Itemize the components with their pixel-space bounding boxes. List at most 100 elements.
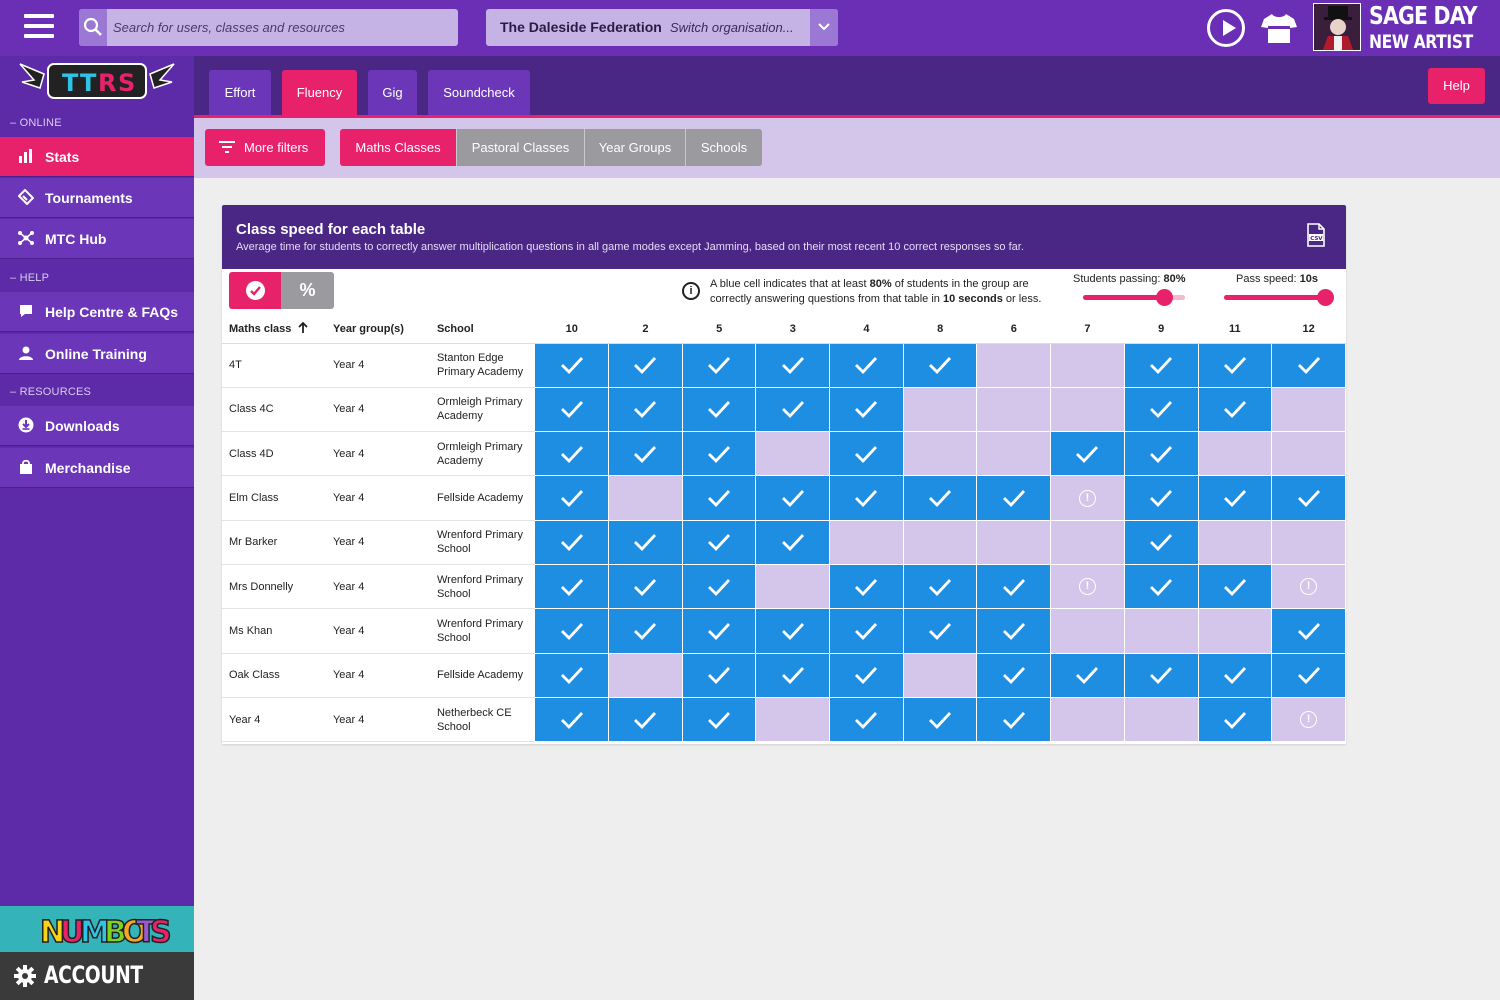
tick-view-button[interactable] <box>229 272 281 309</box>
table-cell-pass[interactable] <box>1123 519 1199 565</box>
table-cell-pass[interactable] <box>608 342 683 388</box>
table-cell-pass[interactable] <box>829 431 904 477</box>
table-cell-pass[interactable] <box>1197 652 1273 698</box>
filter-year-groups[interactable]: Year Groups <box>585 129 686 166</box>
table-cell-pass[interactable] <box>681 386 757 433</box>
sidebar-item-merchandise[interactable]: Merchandise <box>0 448 194 488</box>
table-cell-pass[interactable] <box>681 652 757 698</box>
table-cell-pass[interactable] <box>1123 386 1199 433</box>
table-row[interactable]: Elm Class Year 4 Fellside Academy! <box>222 475 1346 521</box>
table-cell-pass[interactable] <box>1050 431 1125 477</box>
table-cell-pass[interactable] <box>1197 475 1273 521</box>
table-cell-fail[interactable] <box>1197 431 1273 477</box>
table-cell-pass[interactable] <box>1271 342 1346 388</box>
table-cell-pass[interactable] <box>976 475 1052 521</box>
table-cell-pass[interactable] <box>534 696 610 743</box>
numbots-logo[interactable]: N U M B O T S <box>0 906 194 952</box>
table-cell-pass[interactable] <box>534 608 610 654</box>
table-cell-pass[interactable] <box>755 386 831 433</box>
table-cell-pass[interactable] <box>534 342 610 388</box>
table-cell-pass[interactable] <box>534 475 610 521</box>
table-cell-pass[interactable] <box>976 696 1052 743</box>
table-cell-pass[interactable] <box>829 652 904 698</box>
tshirt-icon[interactable] <box>1260 12 1298 44</box>
table-cell-warning[interactable]: ! <box>1271 563 1346 610</box>
table-cell-fail[interactable] <box>755 431 831 477</box>
col-header-times-table[interactable]: 11 <box>1198 315 1272 344</box>
table-cell-pass[interactable] <box>829 386 904 433</box>
col-header-times-table[interactable]: 7 <box>1050 315 1125 344</box>
table-cell-fail[interactable] <box>608 652 683 698</box>
table-cell-pass[interactable] <box>1123 475 1199 521</box>
account-button[interactable]: ACCOUNT <box>0 952 194 1000</box>
table-cell-fail[interactable] <box>1050 342 1125 388</box>
table-cell-pass[interactable] <box>1123 342 1199 388</box>
table-cell-fail[interactable] <box>976 519 1052 565</box>
table-cell-pass[interactable] <box>1271 652 1346 698</box>
table-cell-pass[interactable] <box>829 342 904 388</box>
table-cell-warning[interactable]: ! <box>1050 563 1125 610</box>
table-cell-fail[interactable] <box>902 431 978 477</box>
table-cell-pass[interactable] <box>976 608 1052 654</box>
ttrs-logo[interactable]: T T R S <box>0 56 194 114</box>
cell-maths-class[interactable]: 4T <box>222 343 326 388</box>
table-cell-pass[interactable] <box>681 342 757 388</box>
table-cell-pass[interactable] <box>534 652 610 698</box>
col-header-times-table[interactable]: 12 <box>1271 315 1346 344</box>
table-cell-pass[interactable] <box>681 696 757 743</box>
table-cell-fail[interactable] <box>755 563 831 610</box>
table-cell-pass[interactable] <box>608 431 683 477</box>
table-row[interactable]: Year 4 Year 4 Netherbeck CE School! <box>222 696 1346 743</box>
table-cell-pass[interactable] <box>902 342 978 388</box>
table-cell-fail[interactable] <box>829 519 904 565</box>
help-button[interactable]: Help <box>1428 68 1485 104</box>
col-header-times-table[interactable]: 4 <box>829 315 904 344</box>
organisation-switcher[interactable]: The Daleside Federation Switch organisat… <box>486 9 838 46</box>
table-cell-pass[interactable] <box>1197 696 1273 743</box>
table-cell-fail[interactable] <box>1271 386 1346 433</box>
view-toggle[interactable]: % <box>229 272 334 309</box>
col-header-times-table[interactable]: 10 <box>534 315 609 344</box>
table-cell-pass[interactable] <box>608 696 683 743</box>
table-row[interactable]: Ms Khan Year 4 Wrenford Primary School <box>222 608 1346 654</box>
table-cell-pass[interactable] <box>755 519 831 565</box>
table-cell-pass[interactable] <box>829 608 904 654</box>
table-cell-pass[interactable] <box>902 696 978 743</box>
table-cell-pass[interactable] <box>1123 563 1199 610</box>
table-cell-fail[interactable] <box>1050 696 1125 743</box>
filter-pastoral-classes[interactable]: Pastoral Classes <box>457 129 585 166</box>
table-cell-fail[interactable] <box>1197 608 1273 654</box>
filter-schools[interactable]: Schools <box>686 129 762 166</box>
table-cell-pass[interactable] <box>829 475 904 521</box>
table-cell-pass[interactable] <box>1197 386 1273 433</box>
table-cell-fail[interactable] <box>1271 431 1346 477</box>
table-cell-fail[interactable] <box>976 386 1052 433</box>
table-cell-pass[interactable] <box>534 563 610 610</box>
table-cell-pass[interactable] <box>681 608 757 654</box>
cell-maths-class[interactable]: Class 4D <box>222 431 326 477</box>
table-cell-pass[interactable] <box>534 519 610 565</box>
table-cell-pass[interactable] <box>608 608 683 654</box>
search-box[interactable] <box>79 9 458 46</box>
table-cell-pass[interactable] <box>976 652 1052 698</box>
cell-maths-class[interactable]: Mrs Donnelly <box>222 564 326 610</box>
search-input[interactable] <box>113 9 448 46</box>
cell-maths-class[interactable]: Year 4 <box>222 697 326 743</box>
table-cell-pass[interactable] <box>608 519 683 565</box>
slider-thumb[interactable] <box>1156 289 1174 306</box>
tab-fluency[interactable]: Fluency <box>282 70 357 115</box>
sidebar-item-tournaments[interactable]: Tournaments <box>0 178 194 218</box>
table-cell-fail[interactable] <box>1197 519 1273 565</box>
table-cell-pass[interactable] <box>681 431 757 477</box>
sidebar-item-help-centre[interactable]: Help Centre & FAQs <box>0 292 194 332</box>
table-cell-fail[interactable] <box>902 386 978 433</box>
table-cell-fail[interactable] <box>902 519 978 565</box>
chevron-down-icon[interactable] <box>810 9 838 46</box>
table-row[interactable]: Class 4C Year 4 Ormleigh Primary Academy <box>222 386 1346 433</box>
switch-organisation-label[interactable]: Switch organisation... <box>670 20 794 35</box>
table-cell-fail[interactable] <box>1050 608 1125 654</box>
sidebar-item-online-training[interactable]: Online Training <box>0 334 194 374</box>
cell-maths-class[interactable]: Oak Class <box>222 653 326 698</box>
col-header-times-table[interactable]: 6 <box>976 315 1051 344</box>
table-cell-pass[interactable] <box>608 386 683 433</box>
